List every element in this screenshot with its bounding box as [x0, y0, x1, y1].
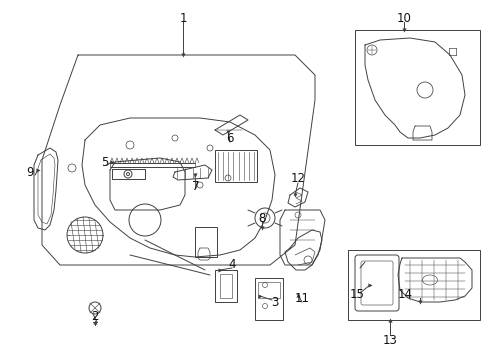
Text: 9: 9 — [26, 166, 34, 179]
Text: 2: 2 — [91, 310, 99, 323]
Bar — [347, 250, 479, 320]
Text: 13: 13 — [382, 333, 397, 346]
Text: 4: 4 — [228, 257, 235, 270]
Text: 15: 15 — [349, 288, 364, 302]
Bar — [258, 282, 280, 298]
Bar — [220, 274, 231, 298]
Bar — [254, 278, 283, 320]
Bar — [215, 270, 237, 302]
Text: 11: 11 — [294, 292, 309, 305]
Text: 14: 14 — [397, 288, 412, 302]
Bar — [215, 150, 257, 182]
Bar — [354, 30, 479, 145]
Text: 7: 7 — [192, 180, 199, 193]
Text: 6: 6 — [226, 131, 233, 144]
Text: 5: 5 — [101, 156, 108, 168]
Text: 10: 10 — [396, 12, 410, 24]
Text: 8: 8 — [258, 211, 265, 225]
Text: 3: 3 — [271, 297, 278, 310]
Text: 12: 12 — [290, 171, 305, 184]
Text: 1: 1 — [179, 12, 186, 24]
Bar — [195, 227, 217, 257]
